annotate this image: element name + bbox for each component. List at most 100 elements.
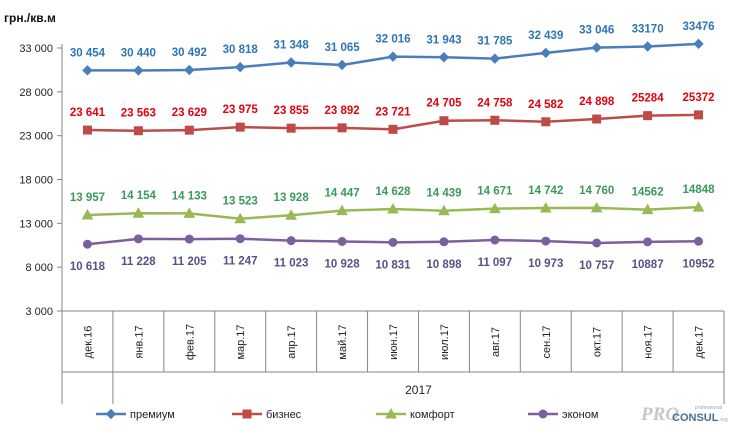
data-point	[540, 47, 551, 59]
data-point	[694, 110, 704, 120]
y-tick-label: 8 000	[25, 262, 53, 274]
data-label: 10 898	[426, 259, 462, 271]
y-tick-label: 13 000	[19, 218, 53, 230]
data-point	[490, 235, 500, 245]
data-label: 32 016	[375, 34, 410, 46]
legend-marker	[385, 407, 397, 419]
data-label: 30 818	[223, 44, 259, 56]
data-label: 10 831	[375, 259, 411, 271]
data-label: 14562	[632, 187, 664, 199]
data-label: 24 582	[528, 99, 563, 111]
legend-label: премиум	[130, 409, 175, 421]
data-point	[336, 204, 348, 216]
data-point	[235, 234, 245, 244]
series-бизнес: 23 641 23 563 23 629 23 975 23 855 23 892 23 7…	[70, 92, 715, 136]
data-point	[489, 53, 501, 64]
data-point	[183, 207, 196, 218]
series-комфорт: 13 957 14 154 14 133 13 523 13 928 14 447 14 6…	[70, 184, 716, 224]
legend-marker	[242, 409, 252, 419]
x-tick-label: июн.17	[388, 324, 400, 360]
data-label: 14 760	[579, 185, 614, 197]
data-label: 24 705	[426, 98, 462, 110]
data-point	[541, 117, 551, 127]
data-label: 10 757	[579, 260, 614, 272]
series-эконом: 10 618 11 228 11 205 11 247 11 023 10 928 10 8…	[70, 234, 715, 273]
data-label: 24 898	[579, 96, 615, 108]
data-point	[184, 125, 194, 135]
y-tick-label: 23 000	[19, 131, 53, 143]
data-label: 11 247	[223, 256, 258, 268]
y-tick-label: 33 000	[19, 43, 53, 55]
data-point	[591, 42, 602, 53]
data-point	[82, 65, 93, 76]
x-tick-label: фев.17	[184, 324, 196, 360]
data-point	[590, 201, 603, 213]
logo-domain-text: .org	[719, 417, 728, 423]
y-tick-label: 3 000	[25, 306, 53, 318]
legend-label: бизнес	[266, 409, 302, 421]
data-point	[438, 204, 450, 216]
unit-label: грн./кв.м	[4, 11, 56, 25]
data-point	[592, 114, 602, 124]
data-label: 23 641	[70, 107, 106, 119]
data-label: 10 973	[528, 258, 563, 270]
data-point	[82, 239, 92, 249]
data-label: 14 439	[426, 188, 461, 200]
data-label: 23 975	[223, 104, 259, 116]
data-label: 31 943	[426, 34, 461, 46]
x-tick-label: ноя.17	[643, 325, 655, 358]
data-point	[539, 202, 552, 213]
logo-consul-text: CONSUL	[672, 412, 719, 424]
data-point	[541, 236, 551, 246]
data-point	[82, 125, 92, 135]
data-point	[694, 236, 704, 246]
legend-label: комфорт	[410, 409, 455, 421]
data-point	[285, 209, 298, 220]
legend-item-премиум: премиум	[96, 408, 175, 421]
data-label: 14 447	[324, 188, 359, 200]
legend-item-бизнес: бизнес	[232, 409, 302, 421]
data-label: 25284	[632, 93, 665, 105]
data-label: 10 618	[70, 261, 106, 273]
data-point	[133, 65, 144, 76]
data-point	[132, 207, 145, 218]
data-point	[285, 57, 297, 68]
data-point	[184, 64, 195, 76]
data-label: 11 228	[121, 256, 156, 268]
data-label: 14848	[683, 184, 716, 196]
data-point	[439, 237, 449, 247]
data-label: 24 758	[477, 97, 513, 109]
year-group-label: 2017	[405, 383, 432, 397]
data-label: 11 097	[478, 257, 513, 269]
data-label: 31 785	[477, 36, 513, 48]
data-point	[133, 234, 143, 244]
data-point	[438, 52, 450, 63]
data-point	[642, 41, 653, 52]
data-label: 14 133	[172, 190, 207, 202]
data-point	[490, 115, 500, 125]
data-point	[81, 208, 94, 220]
data-label: 25372	[683, 92, 715, 104]
data-label: 11 023	[274, 258, 309, 270]
x-axis: дек.16 янв.17 фев.17 мар.17 апр.17 май.17 июн.…	[61, 310, 725, 404]
legend-marker	[538, 409, 548, 419]
data-point	[388, 124, 398, 134]
data-point	[286, 123, 296, 133]
data-label: 14 154	[121, 190, 157, 202]
data-label: 23 563	[121, 108, 156, 120]
data-label: 33476	[683, 21, 715, 33]
data-label: 14 742	[528, 185, 563, 197]
x-tick-label: дек.16	[82, 326, 94, 359]
legend: премиум бизнес комфорт эконом	[96, 407, 598, 421]
data-point	[235, 61, 246, 73]
data-label: 11 205	[172, 256, 207, 268]
data-point	[133, 126, 143, 136]
data-label: 23 629	[172, 107, 207, 119]
data-label: 31 065	[324, 42, 360, 54]
data-label: 13 523	[223, 196, 258, 208]
x-tick-label: авг.17	[490, 327, 502, 357]
data-point	[337, 123, 347, 133]
data-label: 31 348	[274, 39, 310, 51]
x-tick-label: мар.17	[235, 324, 247, 359]
data-point	[488, 202, 501, 214]
